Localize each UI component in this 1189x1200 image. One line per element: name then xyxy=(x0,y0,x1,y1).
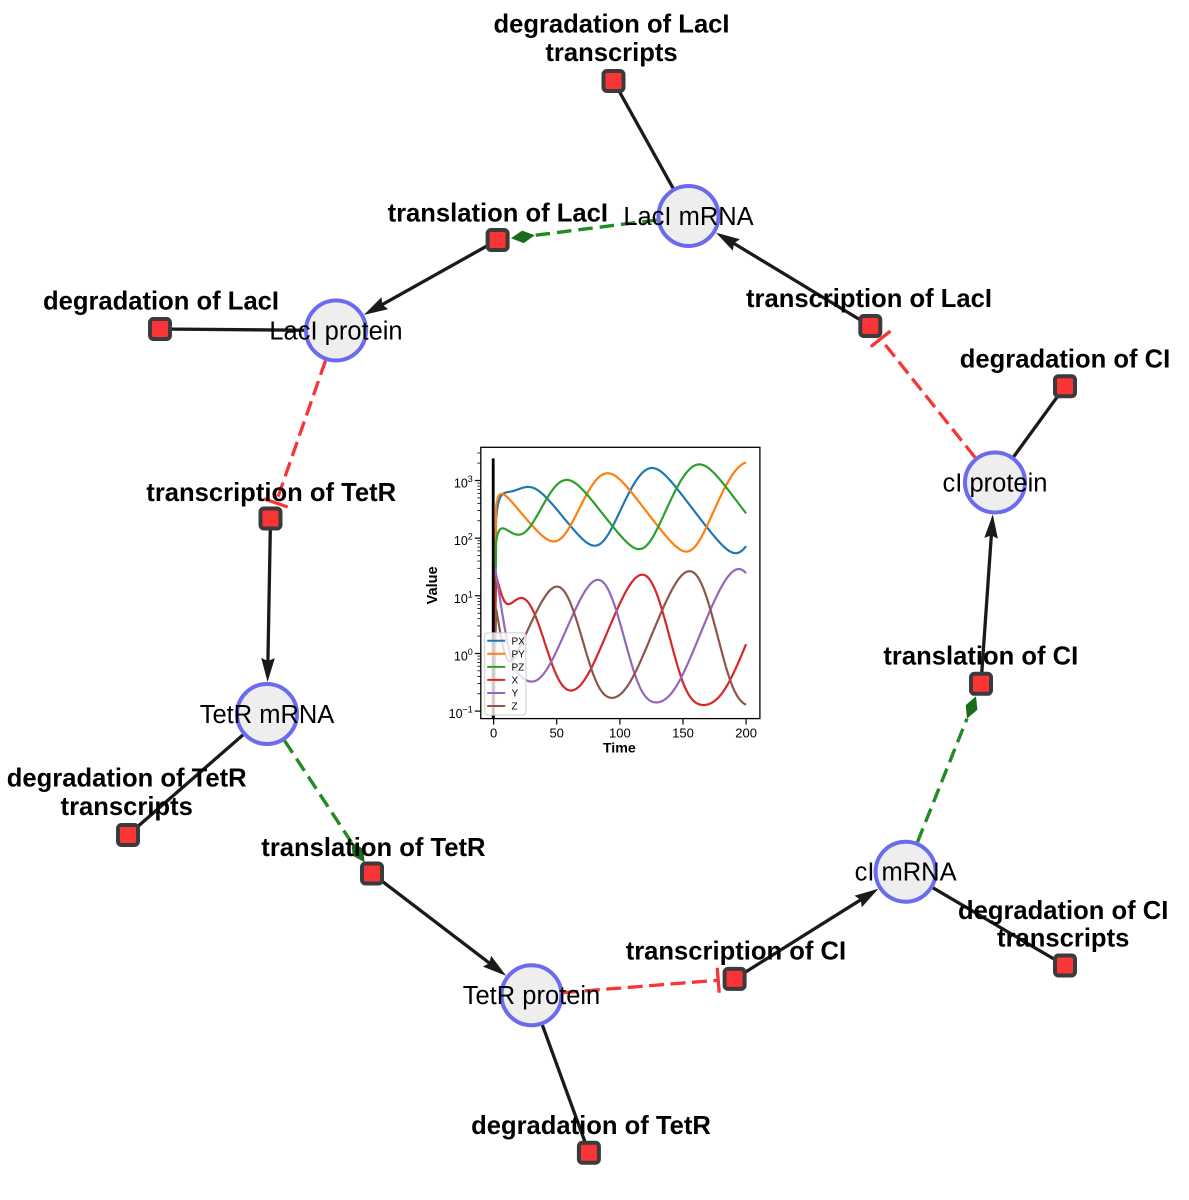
svg-text:degradation of CI: degradation of CI xyxy=(958,897,1168,925)
svg-text:degradation of LacI: degradation of LacI xyxy=(493,11,729,39)
svg-text:translation of CI: translation of CI xyxy=(883,642,1078,670)
svg-text:Value: Value xyxy=(425,566,441,604)
svg-text:transcripts: transcripts xyxy=(545,39,677,67)
svg-text:degradation of LacI: degradation of LacI xyxy=(43,288,279,316)
svg-text:PY: PY xyxy=(512,649,526,660)
svg-text:LacI mRNA: LacI mRNA xyxy=(623,203,753,231)
svg-text:PZ: PZ xyxy=(512,663,525,674)
svg-text:degradation of CI: degradation of CI xyxy=(960,346,1170,374)
svg-text:TetR protein: TetR protein xyxy=(463,982,601,1010)
svg-text:PX: PX xyxy=(512,636,526,647)
svg-text:translation of LacI: translation of LacI xyxy=(388,200,608,228)
svg-text:200: 200 xyxy=(735,725,757,740)
svg-text:transcripts: transcripts xyxy=(997,924,1129,952)
svg-text:degradation of TetR: degradation of TetR xyxy=(7,765,247,793)
svg-text:150: 150 xyxy=(672,725,694,740)
svg-text:TetR mRNA: TetR mRNA xyxy=(200,701,335,729)
svg-text:LacI protein: LacI protein xyxy=(269,318,402,346)
svg-text:X: X xyxy=(512,676,519,687)
svg-text:translation of TetR: translation of TetR xyxy=(261,834,485,862)
svg-text:transcription of LacI: transcription of LacI xyxy=(746,285,992,313)
svg-text:transcription of TetR: transcription of TetR xyxy=(146,479,396,507)
svg-text:Y: Y xyxy=(512,689,519,700)
svg-text:transcripts: transcripts xyxy=(61,793,193,821)
svg-text:Z: Z xyxy=(512,702,518,713)
svg-text:cI mRNA: cI mRNA xyxy=(855,859,957,887)
svg-text:0: 0 xyxy=(490,725,497,740)
svg-text:100: 100 xyxy=(609,725,631,740)
svg-text:Time: Time xyxy=(603,741,636,757)
svg-text:degradation of TetR: degradation of TetR xyxy=(471,1112,711,1140)
svg-text:cI protein: cI protein xyxy=(943,470,1048,498)
svg-text:50: 50 xyxy=(549,725,563,740)
svg-text:transcription of CI: transcription of CI xyxy=(626,938,846,966)
